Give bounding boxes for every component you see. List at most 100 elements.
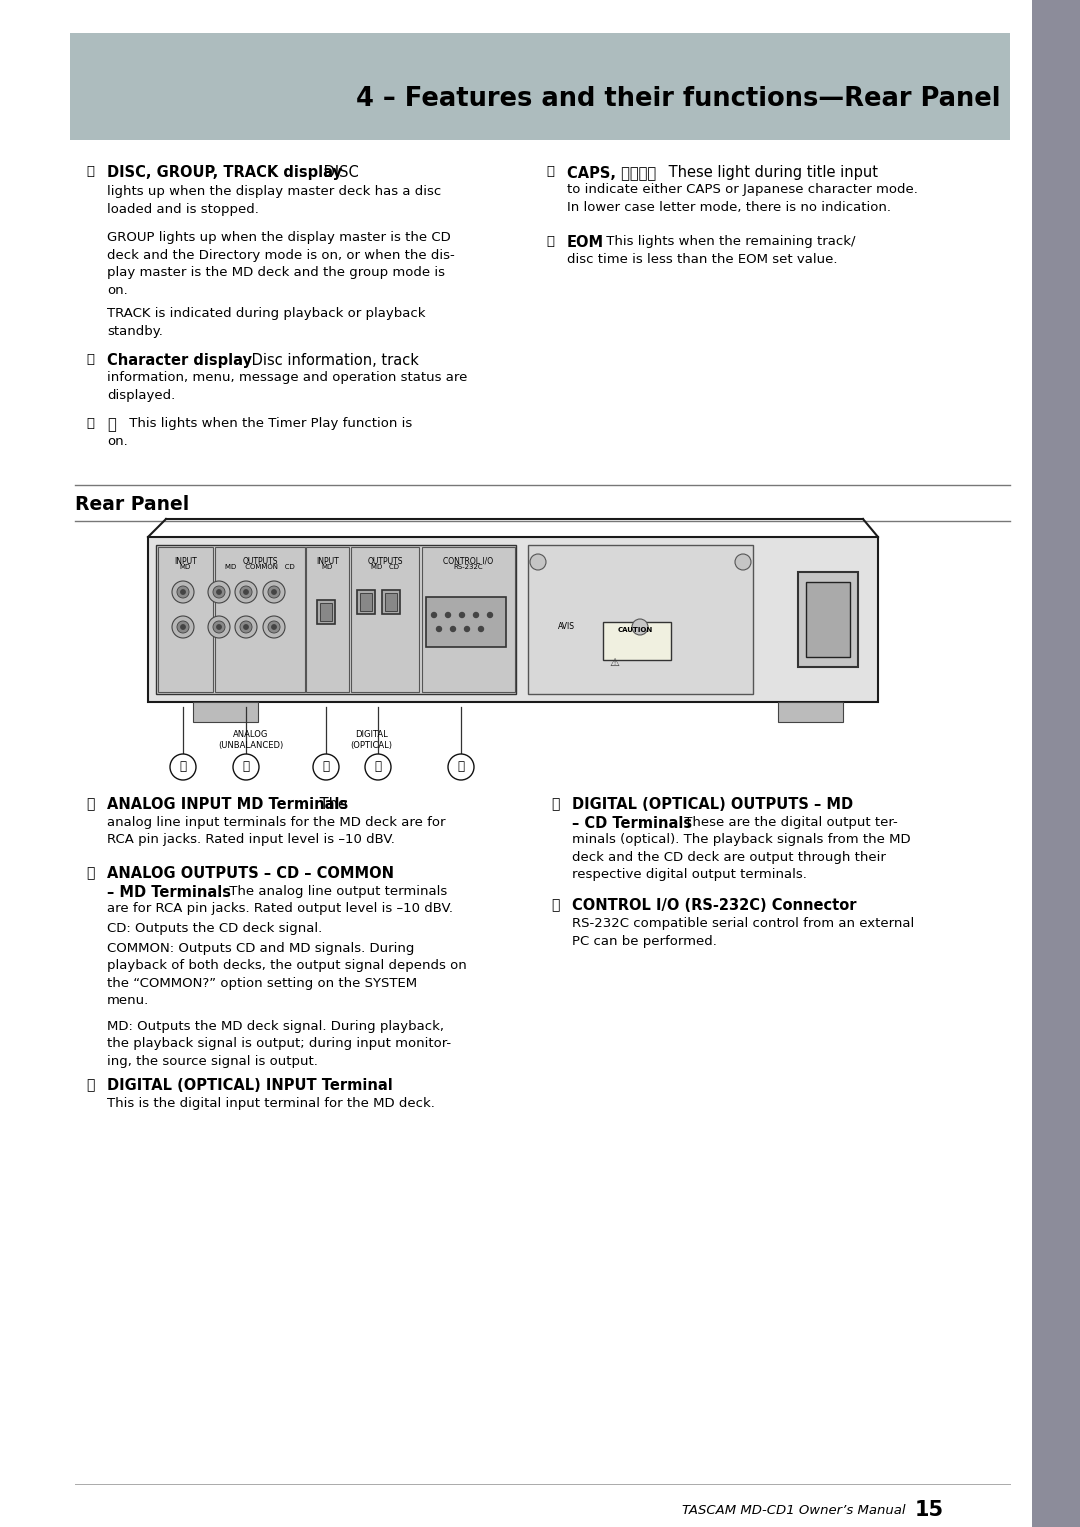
Text: ⑴: ⑴ — [85, 1078, 94, 1092]
Circle shape — [436, 626, 442, 632]
Text: – MD Terminals: – MD Terminals — [107, 886, 231, 899]
Text: OUTPUTS: OUTPUTS — [242, 557, 278, 567]
Text: ⑴: ⑴ — [323, 760, 329, 774]
Text: DISC: DISC — [319, 165, 359, 180]
Circle shape — [180, 625, 185, 629]
Text: AVIS: AVIS — [558, 621, 575, 631]
Bar — [318, 600, 335, 625]
Circle shape — [365, 754, 391, 780]
Text: ⑳: ⑳ — [85, 866, 94, 880]
Circle shape — [244, 625, 248, 629]
Text: analog line input terminals for the MD deck are for
RCA pin jacks. Rated input l: analog line input terminals for the MD d… — [107, 815, 446, 846]
Bar — [320, 603, 332, 621]
Text: MD    COMMON   CD: MD COMMON CD — [225, 563, 295, 570]
Bar — [156, 545, 516, 693]
Circle shape — [217, 589, 221, 594]
Circle shape — [446, 612, 450, 617]
Circle shape — [240, 586, 252, 599]
Circle shape — [172, 580, 194, 603]
Text: ⑶: ⑶ — [551, 898, 559, 912]
Bar — [798, 573, 858, 667]
Circle shape — [487, 612, 492, 617]
Text: MD: Outputs the MD deck signal. During playback,
the playback signal is output; : MD: Outputs the MD deck signal. During p… — [107, 1020, 451, 1067]
Circle shape — [450, 626, 456, 632]
Bar — [422, 547, 515, 692]
Circle shape — [170, 754, 195, 780]
Text: OUTPUTS: OUTPUTS — [367, 557, 403, 567]
Text: ⑯: ⑯ — [86, 417, 94, 431]
Text: GROUP lights up when the display master is the CD
deck and the Directory mode is: GROUP lights up when the display master … — [107, 231, 455, 296]
Circle shape — [432, 612, 436, 617]
Text: EOM: EOM — [567, 235, 604, 250]
Bar — [1032, 0, 1080, 1527]
Circle shape — [478, 626, 484, 632]
Text: INPUT: INPUT — [316, 557, 339, 567]
Text: ANALOG OUTPUTS – CD – COMMON: ANALOG OUTPUTS – CD – COMMON — [107, 866, 394, 881]
Text: are for RCA pin jacks. Rated output level is –10 dBV.: are for RCA pin jacks. Rated output leve… — [107, 902, 453, 915]
Text: DIGITAL (OPTICAL) INPUT Terminal: DIGITAL (OPTICAL) INPUT Terminal — [107, 1078, 393, 1093]
Text: DIGITAL (OPTICAL) OUTPUTS – MD: DIGITAL (OPTICAL) OUTPUTS – MD — [572, 797, 853, 812]
Bar — [158, 547, 213, 692]
Text: CAPS, カタカナ: CAPS, カタカナ — [567, 165, 657, 180]
Text: Character display: Character display — [107, 353, 252, 368]
Circle shape — [217, 625, 221, 629]
Text: The: The — [315, 797, 347, 812]
Bar — [384, 592, 397, 611]
Circle shape — [213, 586, 225, 599]
Text: MD: MD — [180, 563, 191, 570]
Bar — [382, 589, 400, 614]
Text: ⑮: ⑮ — [86, 353, 94, 366]
Text: These light during title input: These light during title input — [664, 165, 878, 180]
Text: These are the digital output ter-: These are the digital output ter- — [680, 815, 897, 829]
Text: information, menu, message and operation status are
displayed.: information, menu, message and operation… — [107, 371, 468, 402]
Circle shape — [448, 754, 474, 780]
Text: ⑲: ⑲ — [85, 797, 94, 811]
Text: disc time is less than the EOM set value.: disc time is less than the EOM set value… — [567, 253, 837, 266]
Circle shape — [459, 612, 464, 617]
Text: ⑲: ⑲ — [179, 760, 187, 774]
Circle shape — [464, 626, 470, 632]
Text: CONTROL I/O (RS-232C) Connector: CONTROL I/O (RS-232C) Connector — [572, 898, 856, 913]
Text: ⑶: ⑶ — [458, 760, 464, 774]
Bar — [778, 702, 843, 722]
Text: DISC, GROUP, TRACK display: DISC, GROUP, TRACK display — [107, 165, 342, 180]
Circle shape — [264, 615, 285, 638]
Bar — [351, 547, 419, 692]
Circle shape — [177, 621, 189, 634]
Circle shape — [177, 586, 189, 599]
Circle shape — [213, 621, 225, 634]
Text: TRACK is indicated during playback or playback
standby.: TRACK is indicated during playback or pl… — [107, 307, 426, 337]
Text: The analog line output terminals: The analog line output terminals — [225, 886, 447, 898]
Text: MD: MD — [322, 563, 333, 570]
Text: ⚠: ⚠ — [609, 658, 619, 667]
Bar — [603, 621, 671, 660]
Text: lights up when the display master deck has a disc
loaded and is stopped.: lights up when the display master deck h… — [107, 185, 442, 215]
Circle shape — [233, 754, 259, 780]
Text: ⏱: ⏱ — [107, 417, 116, 432]
Circle shape — [208, 580, 230, 603]
Circle shape — [530, 554, 546, 570]
Bar — [148, 538, 878, 702]
Bar — [357, 589, 375, 614]
Circle shape — [264, 580, 285, 603]
Text: CONTROL I/O: CONTROL I/O — [444, 557, 494, 567]
Text: RS-232C: RS-232C — [454, 563, 484, 570]
Circle shape — [473, 612, 478, 617]
Text: This is the digital input terminal for the MD deck.: This is the digital input terminal for t… — [107, 1096, 435, 1110]
Text: ⑱: ⑱ — [546, 235, 554, 247]
Text: 4 – Features and their functions—Rear Panel: 4 – Features and their functions—Rear Pa… — [355, 87, 1000, 113]
Text: DIGITAL
(OPTICAL): DIGITAL (OPTICAL) — [350, 730, 392, 750]
Bar — [426, 597, 507, 647]
Text: RS-232C compatible serial control from an external
PC can be performed.: RS-232C compatible serial control from a… — [572, 918, 915, 947]
Text: 15: 15 — [915, 1500, 944, 1519]
Text: ⑵: ⑵ — [551, 797, 559, 811]
Bar — [360, 592, 372, 611]
Text: minals (optical). The playback signals from the MD
deck and the CD deck are outp: minals (optical). The playback signals f… — [572, 834, 910, 881]
Text: This lights when the remaining track/: This lights when the remaining track/ — [602, 235, 855, 247]
Text: TASCAM MD-CD1 Owner’s Manual: TASCAM MD-CD1 Owner’s Manual — [681, 1504, 905, 1516]
Bar — [70, 34, 1010, 140]
Circle shape — [180, 589, 185, 594]
Text: – CD Terminals: – CD Terminals — [572, 815, 692, 831]
Text: ANALOG INPUT MD Terminals: ANALOG INPUT MD Terminals — [107, 797, 348, 812]
Text: ANALOG
(UNBALANCED): ANALOG (UNBALANCED) — [218, 730, 284, 750]
